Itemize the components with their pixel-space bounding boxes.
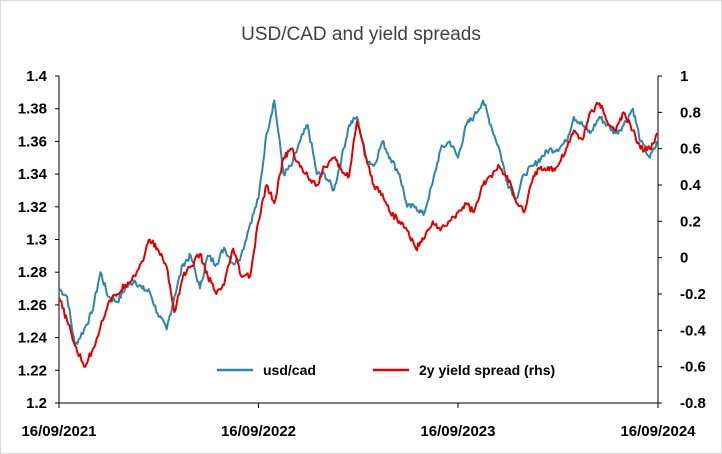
- y-tick-label: 1.2: [26, 395, 47, 412]
- y-tick-label: 1.24: [18, 330, 48, 347]
- x-tick-label: 16/09/2022: [221, 423, 296, 440]
- y-tick-label: 1.36: [18, 133, 47, 150]
- y2-tick-label: -0.4: [680, 322, 707, 339]
- y2-tick-label: 0: [680, 250, 688, 267]
- y-tick-label: 1.28: [18, 264, 47, 281]
- y2-tick-label: 1: [680, 68, 688, 85]
- series-layer: [58, 99, 659, 368]
- y2-tick-label: 0.2: [680, 213, 701, 230]
- legend: usd/cad 2y yield spread (rhs): [217, 362, 555, 378]
- y-tick-label: 1.3: [26, 232, 47, 249]
- series-line-0: [58, 99, 659, 347]
- y-tick-label: 1.38: [18, 101, 47, 118]
- x-tick-label: 16/09/2021: [21, 423, 96, 440]
- y2-tick-label: -0.6: [680, 359, 706, 376]
- y-tick-label: 1.34: [18, 166, 48, 183]
- y-tick-label: 1.32: [18, 199, 47, 216]
- x-tick-label: 16/09/2023: [420, 423, 495, 440]
- x-tick-label: 16/09/2024: [620, 423, 696, 440]
- y2-tick-label: -0.8: [680, 395, 706, 412]
- y2-tick-label: 0.8: [680, 104, 701, 121]
- chart-title: USD/CAD and yield spreads: [241, 24, 481, 45]
- y-tick-label: 1.4: [26, 68, 48, 85]
- y2-tick-label: 0.6: [680, 141, 701, 158]
- y2-tick-label: 0.4: [680, 177, 702, 194]
- axes: 1.2 1.22 1.24 1.26 1.28 1.3 1.32 1.34 1.36 1.38 1.…: [18, 68, 707, 440]
- legend-label-1: 2y yield spread (rhs): [419, 362, 555, 378]
- y-tick-label: 1.26: [18, 297, 47, 314]
- series-line-1: [58, 101, 659, 368]
- legend-label-0: usd/cad: [263, 362, 316, 378]
- y2-tick-label: -0.2: [680, 286, 706, 303]
- y-tick-label: 1.22: [18, 362, 47, 379]
